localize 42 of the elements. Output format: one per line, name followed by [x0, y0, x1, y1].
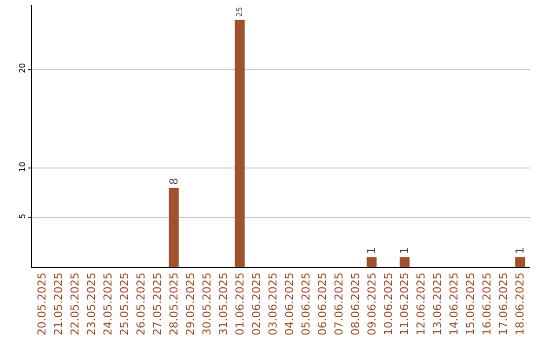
x-tick-label: 13.06.2025 [431, 272, 444, 336]
data-label: 8 [167, 178, 180, 185]
x-tick-label: 20.05.2025 [35, 272, 48, 336]
y-tick-label: 5 [18, 214, 27, 219]
x-tick-label: 03.06.2025 [266, 272, 280, 336]
bar [234, 20, 245, 267]
x-tick-label: 18.06.2025 [514, 272, 527, 336]
x-tick-label: 30.05.2025 [200, 272, 214, 336]
x-tick-label: 05.06.2025 [299, 272, 312, 336]
x-tick-label: 08.06.2025 [348, 272, 362, 336]
x-tick-label: 04.06.2025 [282, 272, 296, 336]
x-tick-label: 24.05.2025 [101, 272, 114, 336]
x-tick-label: 26.05.2025 [134, 272, 148, 336]
x-tick-label: 02.06.2025 [250, 272, 263, 336]
bar [400, 257, 410, 267]
x-tick-label: 11.06.2025 [398, 272, 412, 336]
x-tick-label: 07.06.2025 [332, 272, 346, 336]
y-tick-label: 10 [18, 162, 27, 172]
x-tick-label: 31.05.2025 [216, 272, 230, 336]
x-tick-label: 25.05.2025 [118, 272, 131, 336]
y-tick-label: 20 [18, 62, 27, 74]
x-tick-label: 29.05.2025 [184, 272, 197, 336]
x-tick-label: 14.06.2025 [448, 272, 461, 336]
x-tick-label: 16.06.2025 [480, 272, 494, 336]
x-tick-label: 01.06.2025 [233, 272, 246, 336]
x-tick-label: 12.06.2025 [414, 272, 428, 336]
bar [366, 257, 377, 267]
x-tick-label: 10.06.2025 [382, 272, 395, 336]
data-label: 1 [398, 247, 412, 254]
data-label: 1 [514, 247, 527, 254]
data-label: 1 [365, 247, 378, 254]
bar [515, 257, 526, 267]
x-tick-label: 28.05.2025 [167, 272, 180, 336]
bar [168, 188, 179, 267]
x-tick-label: 27.05.2025 [150, 272, 164, 336]
x-tick-label: 15.06.2025 [464, 272, 478, 336]
x-tick-label: 23.05.2025 [84, 272, 98, 336]
x-tick-label: 06.06.2025 [316, 272, 329, 336]
x-tick-label: 17.06.2025 [497, 272, 510, 336]
x-tick-label: 21.05.2025 [52, 272, 65, 336]
x-tick-label: 22.05.2025 [68, 272, 82, 336]
x-tick-label: 09.06.2025 [365, 272, 378, 336]
